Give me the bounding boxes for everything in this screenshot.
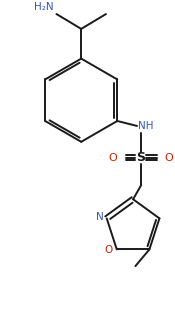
Text: N: N <box>96 212 104 222</box>
Text: O: O <box>105 246 113 255</box>
Text: S: S <box>136 151 146 164</box>
Text: O: O <box>165 153 174 163</box>
Text: NH: NH <box>138 121 153 131</box>
Text: O: O <box>108 153 117 163</box>
Text: H₂N: H₂N <box>34 2 54 12</box>
